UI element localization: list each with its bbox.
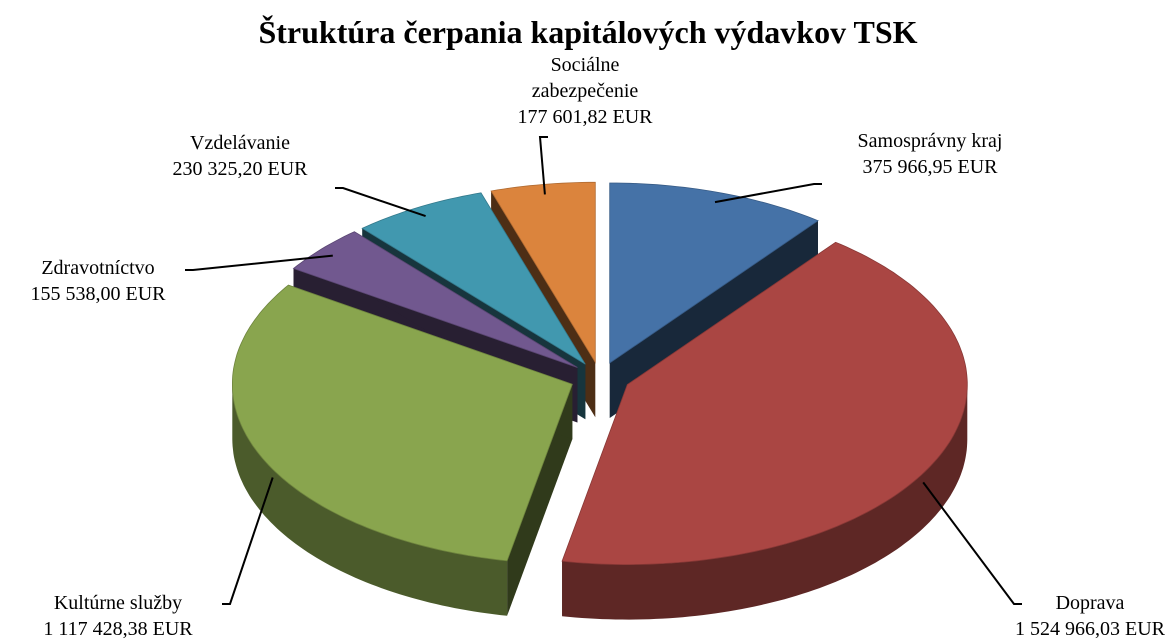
leader-line: [185, 254, 333, 271]
label-value: 230 325,20 EUR: [172, 158, 308, 180]
slice-side: [232, 384, 508, 616]
label-value: 1 524 966,03 EUR: [1015, 618, 1165, 640]
label-name: Vzdelávanie: [190, 132, 290, 154]
leader-line: [222, 477, 274, 605]
label-name: Kultúrne služby: [53, 592, 183, 614]
chart-title: Štruktúra čerpania kapitálových výdavkov…: [258, 14, 918, 50]
label-value: 375 966,95 EUR: [862, 156, 998, 178]
slice: [292, 231, 578, 368]
data-label: Samosprávny kraj 375 966,95 EUR: [858, 128, 1003, 180]
data-label: Vzdelávanie 230 325,20 EUR: [173, 130, 308, 182]
leader-line: [922, 481, 1022, 605]
slice: [361, 192, 586, 365]
data-label: Zdravotníctvo 155 538,00 EUR: [31, 255, 166, 307]
data-label: Sociálne zabezpečenie 177 601,82 EUR: [500, 52, 670, 130]
slice-side: [562, 384, 968, 620]
leader-line: [714, 183, 822, 204]
slice-cut-face: [507, 384, 573, 616]
slice: [232, 284, 573, 562]
label-name: Samosprávny kraj: [857, 130, 1003, 152]
data-label: Doprava 1 524 966,03 EUR: [1015, 590, 1165, 641]
label-name: Sociálne zabezpečenie: [531, 54, 639, 102]
data-label: Kultúrne služby 1 117 428,38 EUR: [43, 590, 192, 641]
label-value: 177 601,82 EUR: [517, 106, 653, 128]
slice: [609, 182, 819, 364]
label-name: Zdravotníctvo: [41, 257, 155, 279]
leader-line: [335, 187, 426, 218]
label-name: Doprava: [1055, 592, 1125, 614]
label-value: 155 538,00 EUR: [30, 283, 166, 305]
slice: [490, 181, 596, 364]
slice: [561, 241, 968, 565]
label-value: 1 117 428,38 EUR: [43, 618, 193, 640]
leader-line: [538, 136, 548, 195]
